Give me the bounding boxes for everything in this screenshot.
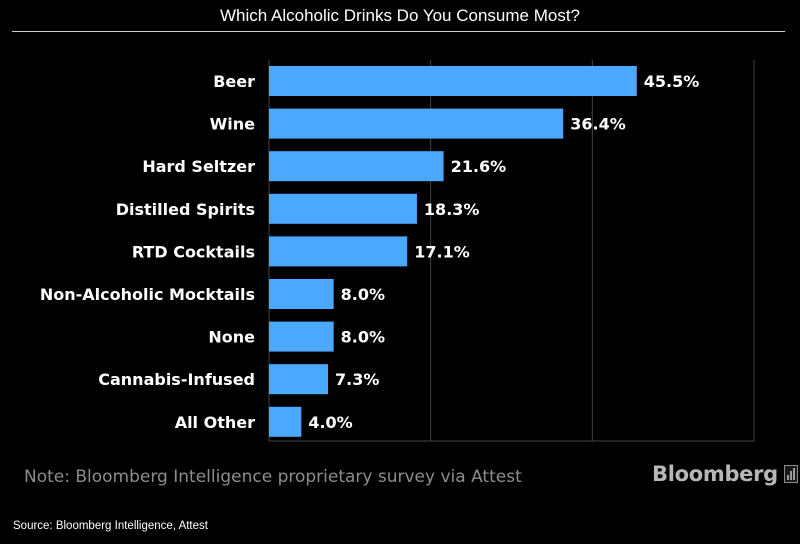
value-label-6: 8.0% (341, 328, 385, 347)
bar-2 (269, 151, 444, 182)
logo-text: Bloomberg (652, 462, 778, 486)
chart-note: Note: Bloomberg Intelligence proprietary… (24, 467, 522, 487)
source-note: Source: Bloomberg Intelligence, Attest (13, 520, 208, 532)
category-label-3: Distilled Spirits (116, 200, 255, 219)
bloomberg-logo: Bloomberg (652, 462, 798, 486)
bar-1 (269, 108, 564, 139)
category-label-8: All Other (175, 413, 255, 432)
bar-8 (269, 406, 302, 437)
bar-0 (269, 66, 637, 96)
category-label-0: Beer (213, 72, 255, 91)
value-label-1: 36.4% (570, 115, 626, 134)
title-divider (12, 31, 785, 32)
value-label-5: 8.0% (341, 285, 385, 304)
bar-6 (269, 321, 334, 352)
bar-3 (269, 193, 417, 224)
value-label-3: 18.3% (424, 200, 480, 219)
category-label-6: None (208, 328, 255, 347)
bar-4 (269, 236, 408, 267)
category-label-4: RTD Cocktails (132, 242, 255, 261)
category-label-1: Wine (210, 115, 256, 134)
value-label-2: 21.6% (451, 157, 507, 176)
value-label-8: 4.0% (308, 413, 352, 432)
value-label-7: 7.3% (335, 370, 379, 389)
category-label-2: Hard Seltzer (142, 157, 255, 176)
bloomberg-terminal-icon (783, 465, 798, 483)
bar-7 (269, 364, 329, 395)
value-label-0: 45.5% (644, 72, 700, 91)
category-label-5: Non-Alcoholic Mocktails (40, 285, 255, 304)
chart-title: Which Alcoholic Drinks Do You Consume Mo… (220, 6, 580, 25)
value-label-4: 17.1% (414, 242, 470, 261)
category-label-7: Cannabis-Infused (98, 370, 255, 389)
bar-5 (269, 279, 334, 309)
